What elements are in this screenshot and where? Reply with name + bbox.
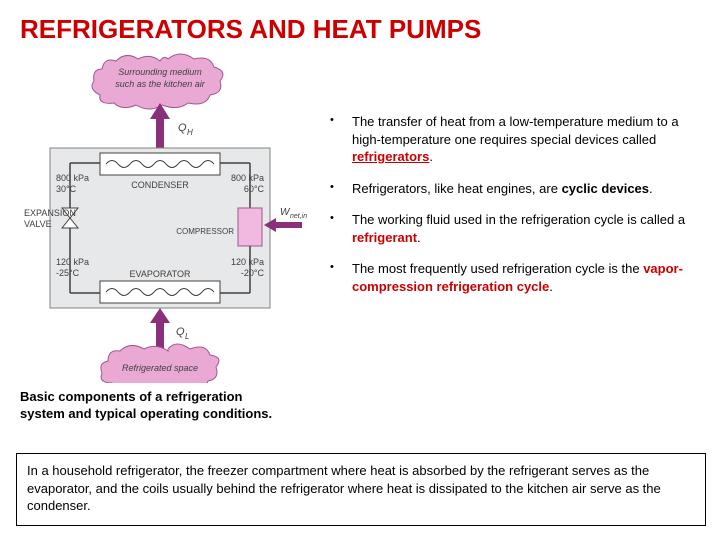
svg-text:800 kPa: 800 kPa xyxy=(231,173,264,183)
bullet-1: • The transfer of heat from a low-temper… xyxy=(330,113,700,166)
svg-text:CONDENSER: CONDENSER xyxy=(131,180,189,190)
svg-text:120 kPa: 120 kPa xyxy=(56,257,89,267)
svg-text:60°C: 60°C xyxy=(244,184,265,194)
slide-title: REFRIGERATORS AND HEAT PUMPS xyxy=(0,0,720,45)
svg-text:COMPRESSOR: COMPRESSOR xyxy=(176,227,234,236)
svg-text:EVAPORATOR: EVAPORATOR xyxy=(129,269,191,279)
svg-text:Q: Q xyxy=(178,122,187,134)
diagram-column: Surrounding medium such as the kitchen a… xyxy=(20,53,320,423)
svg-text:net,in: net,in xyxy=(290,213,307,220)
svg-text:-25°C: -25°C xyxy=(56,268,80,278)
bullet-4: • The most frequently used refrigeration… xyxy=(330,260,700,295)
cloud-top-text1: Surrounding medium xyxy=(118,67,202,77)
svg-text:800 kPa: 800 kPa xyxy=(56,173,89,183)
bullet-3: • The working fluid used in the refriger… xyxy=(330,211,700,246)
svg-text:-20°C: -20°C xyxy=(241,268,265,278)
svg-text:L: L xyxy=(185,332,189,341)
footer-note: In a household refrigerator, the freezer… xyxy=(16,453,706,526)
content-row: Surrounding medium such as the kitchen a… xyxy=(0,45,720,423)
svg-text:Q: Q xyxy=(176,326,185,338)
svg-text:120 kPa: 120 kPa xyxy=(231,257,264,267)
refrigeration-cycle-diagram: Surrounding medium such as the kitchen a… xyxy=(20,53,320,383)
svg-text:H: H xyxy=(187,128,193,137)
svg-text:Refrigerated space: Refrigerated space xyxy=(122,363,198,373)
svg-text:VALVE: VALVE xyxy=(24,219,52,229)
svg-text:EXPANSION: EXPANSION xyxy=(24,208,76,218)
bullet-list: • The transfer of heat from a low-temper… xyxy=(320,53,700,423)
diagram-caption: Basic components of a refrigeration syst… xyxy=(20,389,320,423)
bullet-2: • Refrigerators, like heat engines, are … xyxy=(330,180,700,198)
cloud-top-text2: such as the kitchen air xyxy=(115,79,206,89)
svg-text:30°C: 30°C xyxy=(56,184,77,194)
